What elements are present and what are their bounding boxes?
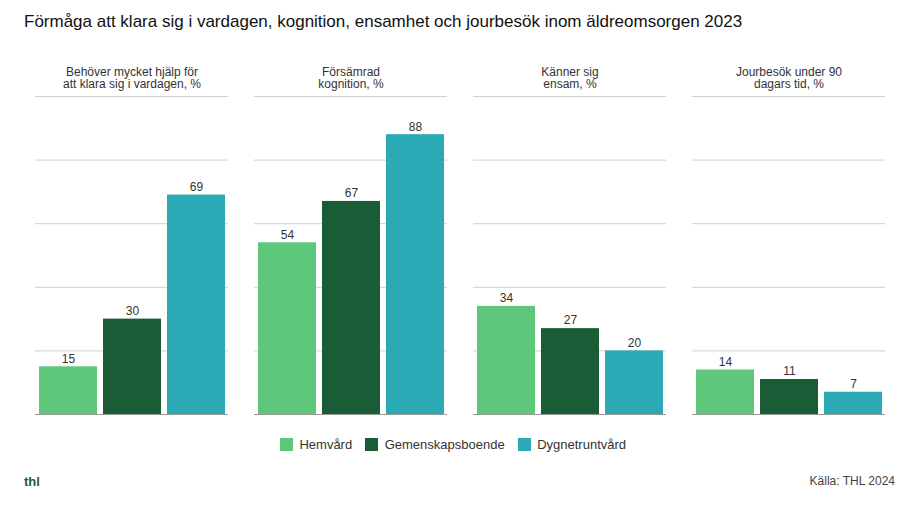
svg-text:Känner sigensam, %: Känner sigensam, % — [541, 65, 598, 91]
svg-text:20: 20 — [628, 336, 642, 350]
svg-text:Behöver mycket hjälp föratt kl: Behöver mycket hjälp föratt klara sig i … — [63, 65, 201, 91]
html-text:thl: thl — [24, 473, 40, 489]
html-text:Dygnetruntvård: Dygnetruntvård — [537, 437, 627, 452]
svg-text:34: 34 — [500, 291, 514, 305]
svg-text:30: 30 — [126, 304, 140, 318]
html-text:Förmåga att klara sig i vardag: Förmåga att klara sig i vardagen, kognit… — [24, 12, 743, 31]
html-text:Källa: THL 2024: Källa: THL 2024 — [809, 474, 895, 488]
svg-text:27: 27 — [564, 313, 578, 327]
svg-text:54: 54 — [281, 228, 295, 242]
svg-text:69: 69 — [190, 180, 204, 194]
svg-text:11: 11 — [783, 364, 796, 378]
svg-text:14: 14 — [719, 355, 733, 369]
html-text:Gemenskapsboende: Gemenskapsboende — [384, 437, 505, 452]
html-text:Hemvård: Hemvård — [299, 437, 353, 452]
svg-text:7: 7 — [850, 377, 857, 391]
svg-text:88: 88 — [409, 120, 423, 134]
svg-text:15: 15 — [62, 352, 76, 366]
svg-text:Försämradkognition, %: Försämradkognition, % — [318, 65, 384, 91]
svg-text:Jourbesök under 90dagars tid,: Jourbesök under 90dagars tid, % — [736, 65, 842, 91]
svg-text:67: 67 — [345, 186, 359, 200]
